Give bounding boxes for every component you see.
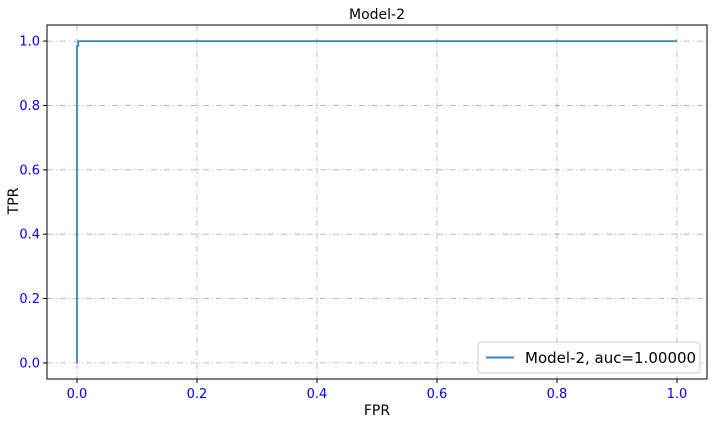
grid — [47, 25, 707, 379]
y-tick-label: 0.2 — [19, 292, 40, 307]
legend: Model-2, auc=1.00000 — [477, 341, 701, 374]
x-tick-label: 0.6 — [427, 387, 448, 402]
legend-box — [477, 341, 701, 374]
plot-frame — [46, 24, 708, 380]
x-tick-label: 0.0 — [67, 387, 88, 402]
y-tick-label: 1.0 — [19, 35, 40, 50]
x-tick-label: 0.2 — [187, 387, 208, 402]
y-tick-label: 0.8 — [19, 99, 40, 114]
legend-label: Model-2, auc=1.00000 — [525, 349, 696, 367]
series-layer — [76, 40, 677, 363]
roc-curve — [76, 40, 677, 363]
chart-title: Model-2 — [349, 7, 405, 23]
x-axis-label: FPR — [364, 403, 390, 419]
y-tick-label: 0.6 — [19, 163, 40, 178]
y-tick-label: 0.0 — [19, 356, 40, 371]
x-tick-label: 0.4 — [307, 387, 328, 402]
ticks: 0.0 0.2 0.4 0.6 0.8 1.0 0.0 0.2 0.4 0.6 0.8 1.0 — [19, 35, 687, 402]
x-tick-label: 0.8 — [547, 387, 568, 402]
y-tick-label: 0.4 — [19, 228, 40, 243]
x-tick-label: 1.0 — [667, 387, 688, 402]
y-axis-label: TPR — [6, 187, 22, 215]
